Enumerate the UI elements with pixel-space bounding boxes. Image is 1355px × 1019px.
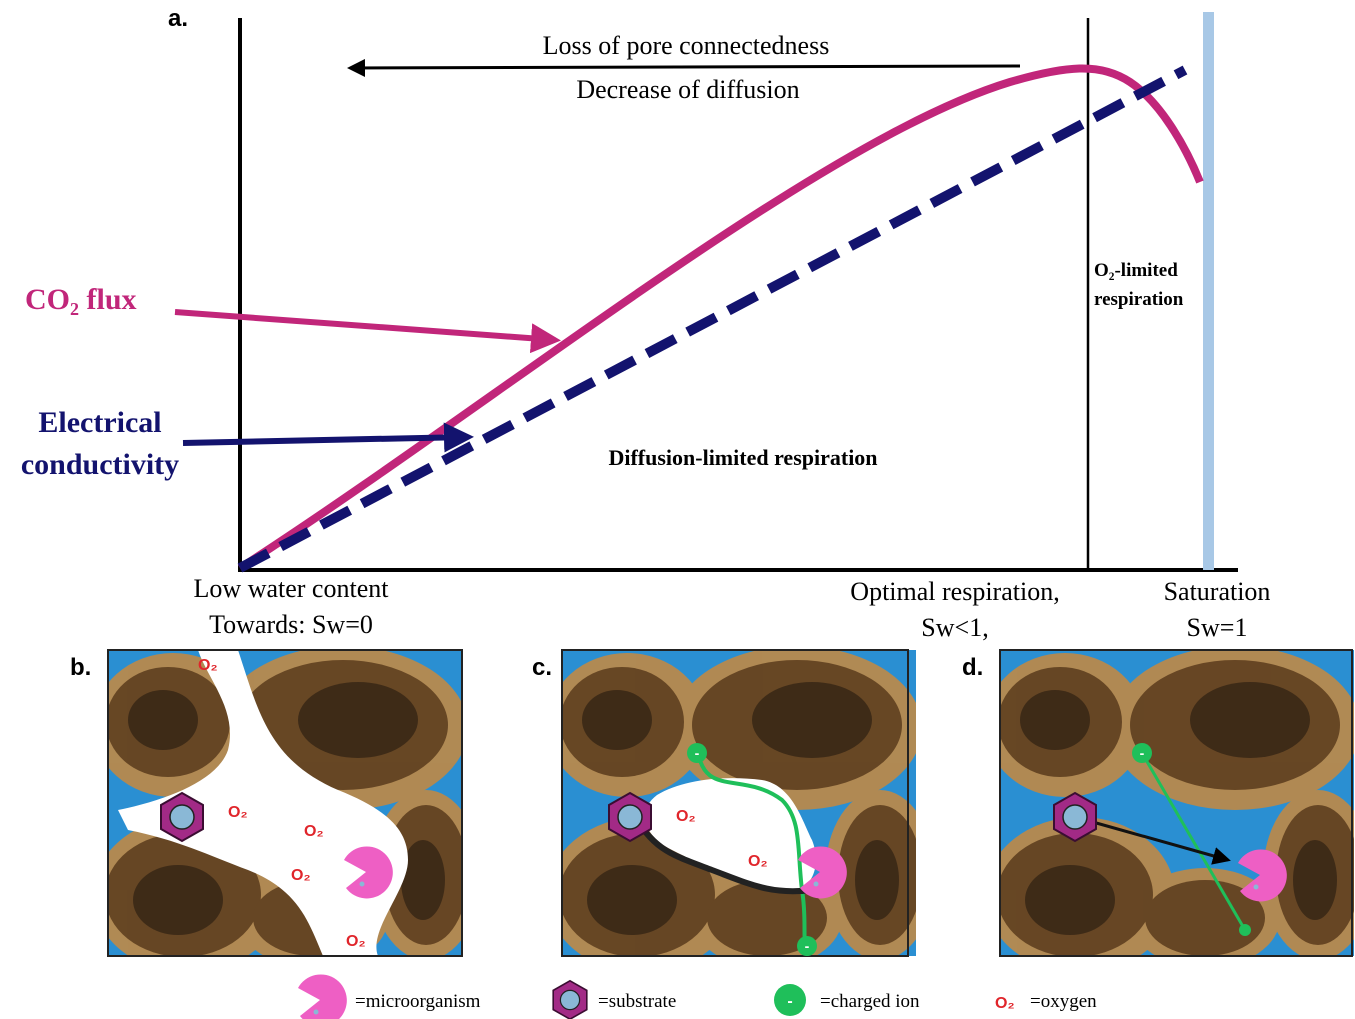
zone-label: respiration — [1094, 289, 1184, 310]
arrow-text: Decrease of diffusion — [576, 75, 799, 104]
oxygen-label: O₂ — [995, 995, 1015, 1012]
x-label: Saturation — [1164, 577, 1271, 606]
panel-label: a. — [168, 5, 188, 32]
oxygen-label: O₂ — [291, 867, 311, 884]
arrow-text: Loss of pore connectedness — [543, 31, 830, 60]
ion-sign: - — [1140, 745, 1145, 761]
figure: a. Loss of pore connectedness Decrease o… — [0, 0, 1355, 1019]
oxygen-label: O₂ — [346, 933, 366, 950]
legend-label: =oxygen — [1030, 991, 1097, 1012]
oxygen-label: O₂ — [228, 804, 248, 821]
x-label: Optimal respiration, — [850, 577, 1059, 606]
legend-label: =charged ion — [820, 991, 920, 1012]
zone-label: Diffusion-limited respiration — [608, 445, 877, 470]
arrow — [350, 66, 1020, 68]
ion-sign: - — [787, 993, 792, 1010]
panel-label: d. — [962, 654, 983, 681]
zone-label: O₂-limited — [1094, 260, 1178, 281]
ion-sign: - — [805, 938, 810, 954]
ion-sign: - — [695, 745, 700, 761]
saturation-bar — [1203, 12, 1214, 570]
x-label: Towards: Sw=0 — [209, 610, 373, 639]
panel-b: O₂ O₂ O₂ O₂ O₂ b. — [70, 646, 481, 973]
panel-a: a. Loss of pore connectedness Decrease o… — [21, 5, 1271, 642]
panel-label: b. — [70, 654, 91, 681]
legend-label: =microorganism — [355, 991, 481, 1012]
pointer — [175, 312, 555, 340]
oxygen-label: O₂ — [304, 823, 324, 840]
ec-label: Electrical — [38, 406, 161, 439]
x-label: Sw<1, — [921, 613, 988, 642]
legend: =microorganism =substrate - =charged ion… — [298, 974, 1097, 1019]
panel-d: - d. — [962, 646, 1355, 973]
panel-label: c. — [532, 654, 552, 681]
panel-c: - - O₂ O₂ c. — [532, 646, 935, 973]
x-label: Sw=1 — [1187, 613, 1248, 642]
oxygen-label: O₂ — [748, 853, 768, 870]
co2-label: CO₂ flux — [25, 283, 137, 316]
x-label: Low water content — [194, 574, 390, 603]
oxygen-label: O₂ — [198, 657, 218, 674]
legend-label: =substrate — [598, 991, 676, 1012]
ec-label: conductivity — [21, 448, 179, 481]
ec-line — [240, 70, 1185, 568]
oxygen-label: O₂ — [676, 808, 696, 825]
